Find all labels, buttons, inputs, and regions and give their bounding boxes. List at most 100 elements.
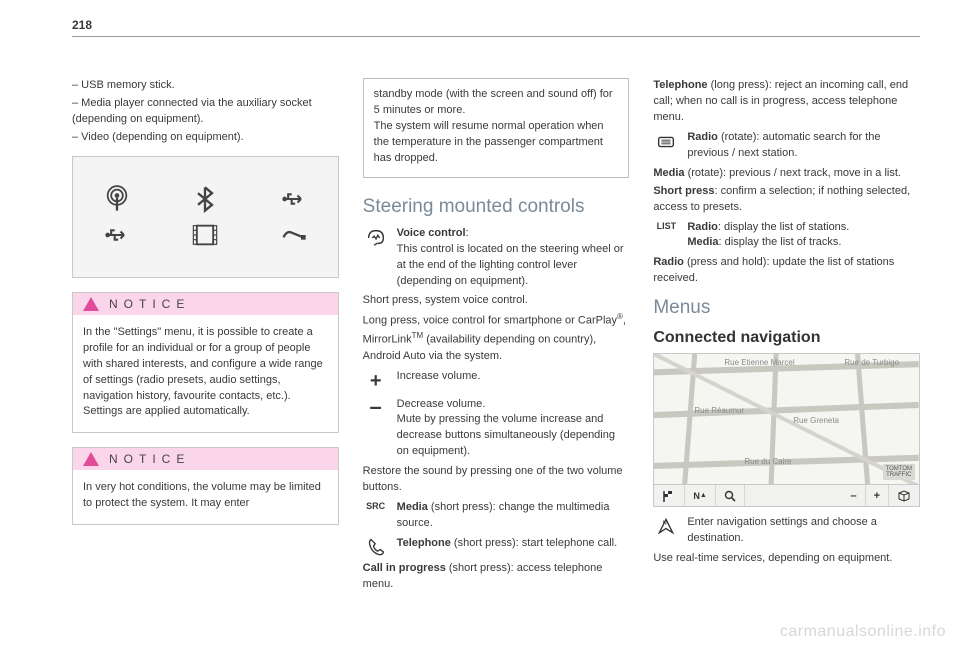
media-text: (short press): change the multimedia sou… (397, 501, 610, 529)
header-rule (72, 36, 920, 37)
short-press-line: Short press: confirm a selection; if not… (653, 184, 920, 216)
menus-title: Menus (653, 297, 920, 319)
map-north-icon[interactable]: N▲ (685, 485, 715, 506)
col-3: Telephone (long press): reject an incomi… (653, 78, 920, 595)
notice-body-1: In the "Settings" menu, it is possible t… (73, 315, 338, 433)
usb-icon-2 (103, 221, 131, 249)
notice-title-2: NOTICE (109, 452, 190, 466)
map-label-2: Rue de Turbigo (844, 358, 899, 367)
radio-hold: Radio (press and hold): update the list … (653, 255, 920, 287)
voice-long-a: Long press, voice control for smartphone… (363, 315, 617, 327)
voice-control-row: Voice control: This control is located o… (363, 226, 630, 290)
phone-text-row: Telephone (short press): start telephone… (397, 536, 630, 552)
bullet-2: – Media player connected via the auxilia… (72, 96, 339, 128)
radio2-text: (press and hold): update the list of sta… (653, 256, 894, 284)
page-number: 218 (72, 18, 92, 32)
warning-triangle-icon (83, 297, 99, 311)
notice-body-2: In very hot conditions, the volume may b… (73, 470, 338, 524)
voice-long: Long press, voice control for smartphone… (363, 311, 630, 364)
tm-mark: TM (412, 331, 424, 340)
radio2-bold: Radio (653, 256, 684, 268)
decrease-row: – Decrease volume. Mute by pressing the … (363, 397, 630, 461)
radio-bold: Radio (687, 131, 718, 143)
svg-text:N: N (663, 521, 667, 527)
minus-icon: – (363, 398, 389, 416)
restore-text: Restore the sound by pressing one of the… (363, 464, 630, 496)
media-rotate: Media (rotate): previous / next track, m… (653, 166, 920, 182)
list-label: LIST (653, 221, 679, 231)
icon-row-2 (103, 221, 308, 249)
list-media-bold: Media (687, 236, 718, 248)
map-zoom-in[interactable]: + (866, 485, 889, 506)
list-row: LIST Radio: display the list of stations… (653, 220, 920, 252)
dec-line: Decrease volume. (397, 398, 486, 410)
src-label: SRC (363, 501, 389, 511)
phone-text: (short press): start telephone call. (451, 537, 617, 549)
standby-callout: standby mode (with the screen and sound … (363, 78, 630, 178)
notice-box-1: NOTICE In the "Settings" menu, it is pos… (72, 292, 339, 434)
bluetooth-icon (191, 185, 219, 213)
src-row: SRC Media (short press): change the mult… (363, 500, 630, 532)
radio-rotate-row: Radio (rotate): automatic search for the… (653, 130, 920, 162)
notice-title-1: NOTICE (109, 297, 190, 311)
voice-icon (363, 227, 389, 249)
increase-text: Increase volume. (397, 369, 630, 385)
nav-entry-text: Enter navigation settings and choose a d… (687, 515, 920, 547)
notice-box-2: NOTICE In very hot conditions, the volum… (72, 447, 339, 525)
list-text: Radio: display the list of stations. Med… (687, 220, 920, 252)
nav-arrow-icon: N (653, 516, 679, 536)
radio-rotate-text: Radio (rotate): automatic search for the… (687, 130, 920, 162)
tel-long-press: Telephone (long press): reject an incomi… (653, 78, 920, 126)
list-radio-text: : display the list of stations. (718, 221, 849, 233)
media-icons-panel (72, 156, 339, 278)
notice-header-1: NOTICE (73, 293, 338, 315)
warning-triangle-icon (83, 452, 99, 466)
jack-plug-icon (280, 221, 308, 249)
short-bold: Short press (653, 185, 714, 197)
voice-heading: Voice control: This control is located o… (397, 226, 630, 290)
phone-handset-icon (363, 537, 389, 557)
watermark: carmanualsonline.info (780, 623, 946, 641)
src-text: Media (short press): change the multimed… (397, 500, 630, 532)
map-label-1: Rue Etienne Marcel (724, 358, 794, 367)
media-bold-3: Media (653, 167, 684, 179)
list-radio-bold: Radio (687, 221, 718, 233)
section-steering-title: Steering mounted controls (363, 196, 630, 218)
nav-entry-row: N Enter navigation settings and choose a… (653, 515, 920, 547)
list-media-text: : display the list of tracks. (719, 236, 842, 248)
mute-line: Mute by pressing the volume increase and… (397, 413, 615, 457)
bullet-1: – USB memory stick. (72, 78, 339, 94)
map-toolbar: N▲ – + (654, 484, 919, 506)
call-bold: Call in progress (363, 562, 446, 574)
col-1: – USB memory stick. – Media player conne… (72, 78, 339, 595)
map-label-3: Rue Réaumur (694, 406, 744, 415)
icon-row-1 (103, 185, 308, 213)
map-flag-icon[interactable] (654, 485, 685, 506)
columns: – USB memory stick. – Media player conne… (72, 78, 920, 595)
map-zoom-out[interactable]: – (842, 485, 865, 506)
media-bold: Media (397, 501, 428, 513)
map-canvas: Rue Etienne Marcel Rue de Turbigo Rue Ré… (654, 354, 919, 484)
col-2: standby mode (with the screen and sound … (363, 78, 630, 595)
nav-use-text: Use real-time services, depending on equ… (653, 551, 920, 567)
tel-bold: Telephone (653, 79, 707, 91)
increase-row: + Increase volume. (363, 369, 630, 393)
media-text-3: (rotate): previous / next track, move in… (685, 167, 901, 179)
connected-nav-title: Connected navigation (653, 329, 920, 347)
map-panel: Rue Etienne Marcel Rue de Turbigo Rue Ré… (653, 353, 920, 507)
scroll-list-icon (653, 131, 679, 153)
map-search-icon[interactable] (716, 485, 745, 506)
tomtom-badge: TOMTOM TRAFFIC (883, 464, 915, 480)
call-in-progress: Call in progress (short press): access t… (363, 561, 630, 593)
antenna-icon (103, 185, 131, 213)
voice-body-line: This control is located on the steering … (397, 243, 624, 287)
voice-short: Short press, system voice control. (363, 293, 630, 309)
bullet-3: – Video (depending on equipment). (72, 130, 339, 146)
decrease-text: Decrease volume. Mute by pressing the vo… (397, 397, 630, 461)
plus-icon: + (363, 370, 389, 393)
phone-row: Telephone (short press): start telephone… (363, 536, 630, 557)
usb-icon (280, 185, 308, 213)
notice-header-2: NOTICE (73, 448, 338, 470)
map-3d-icon[interactable] (889, 485, 919, 506)
map-label-5: Rue du Caire (744, 457, 791, 466)
